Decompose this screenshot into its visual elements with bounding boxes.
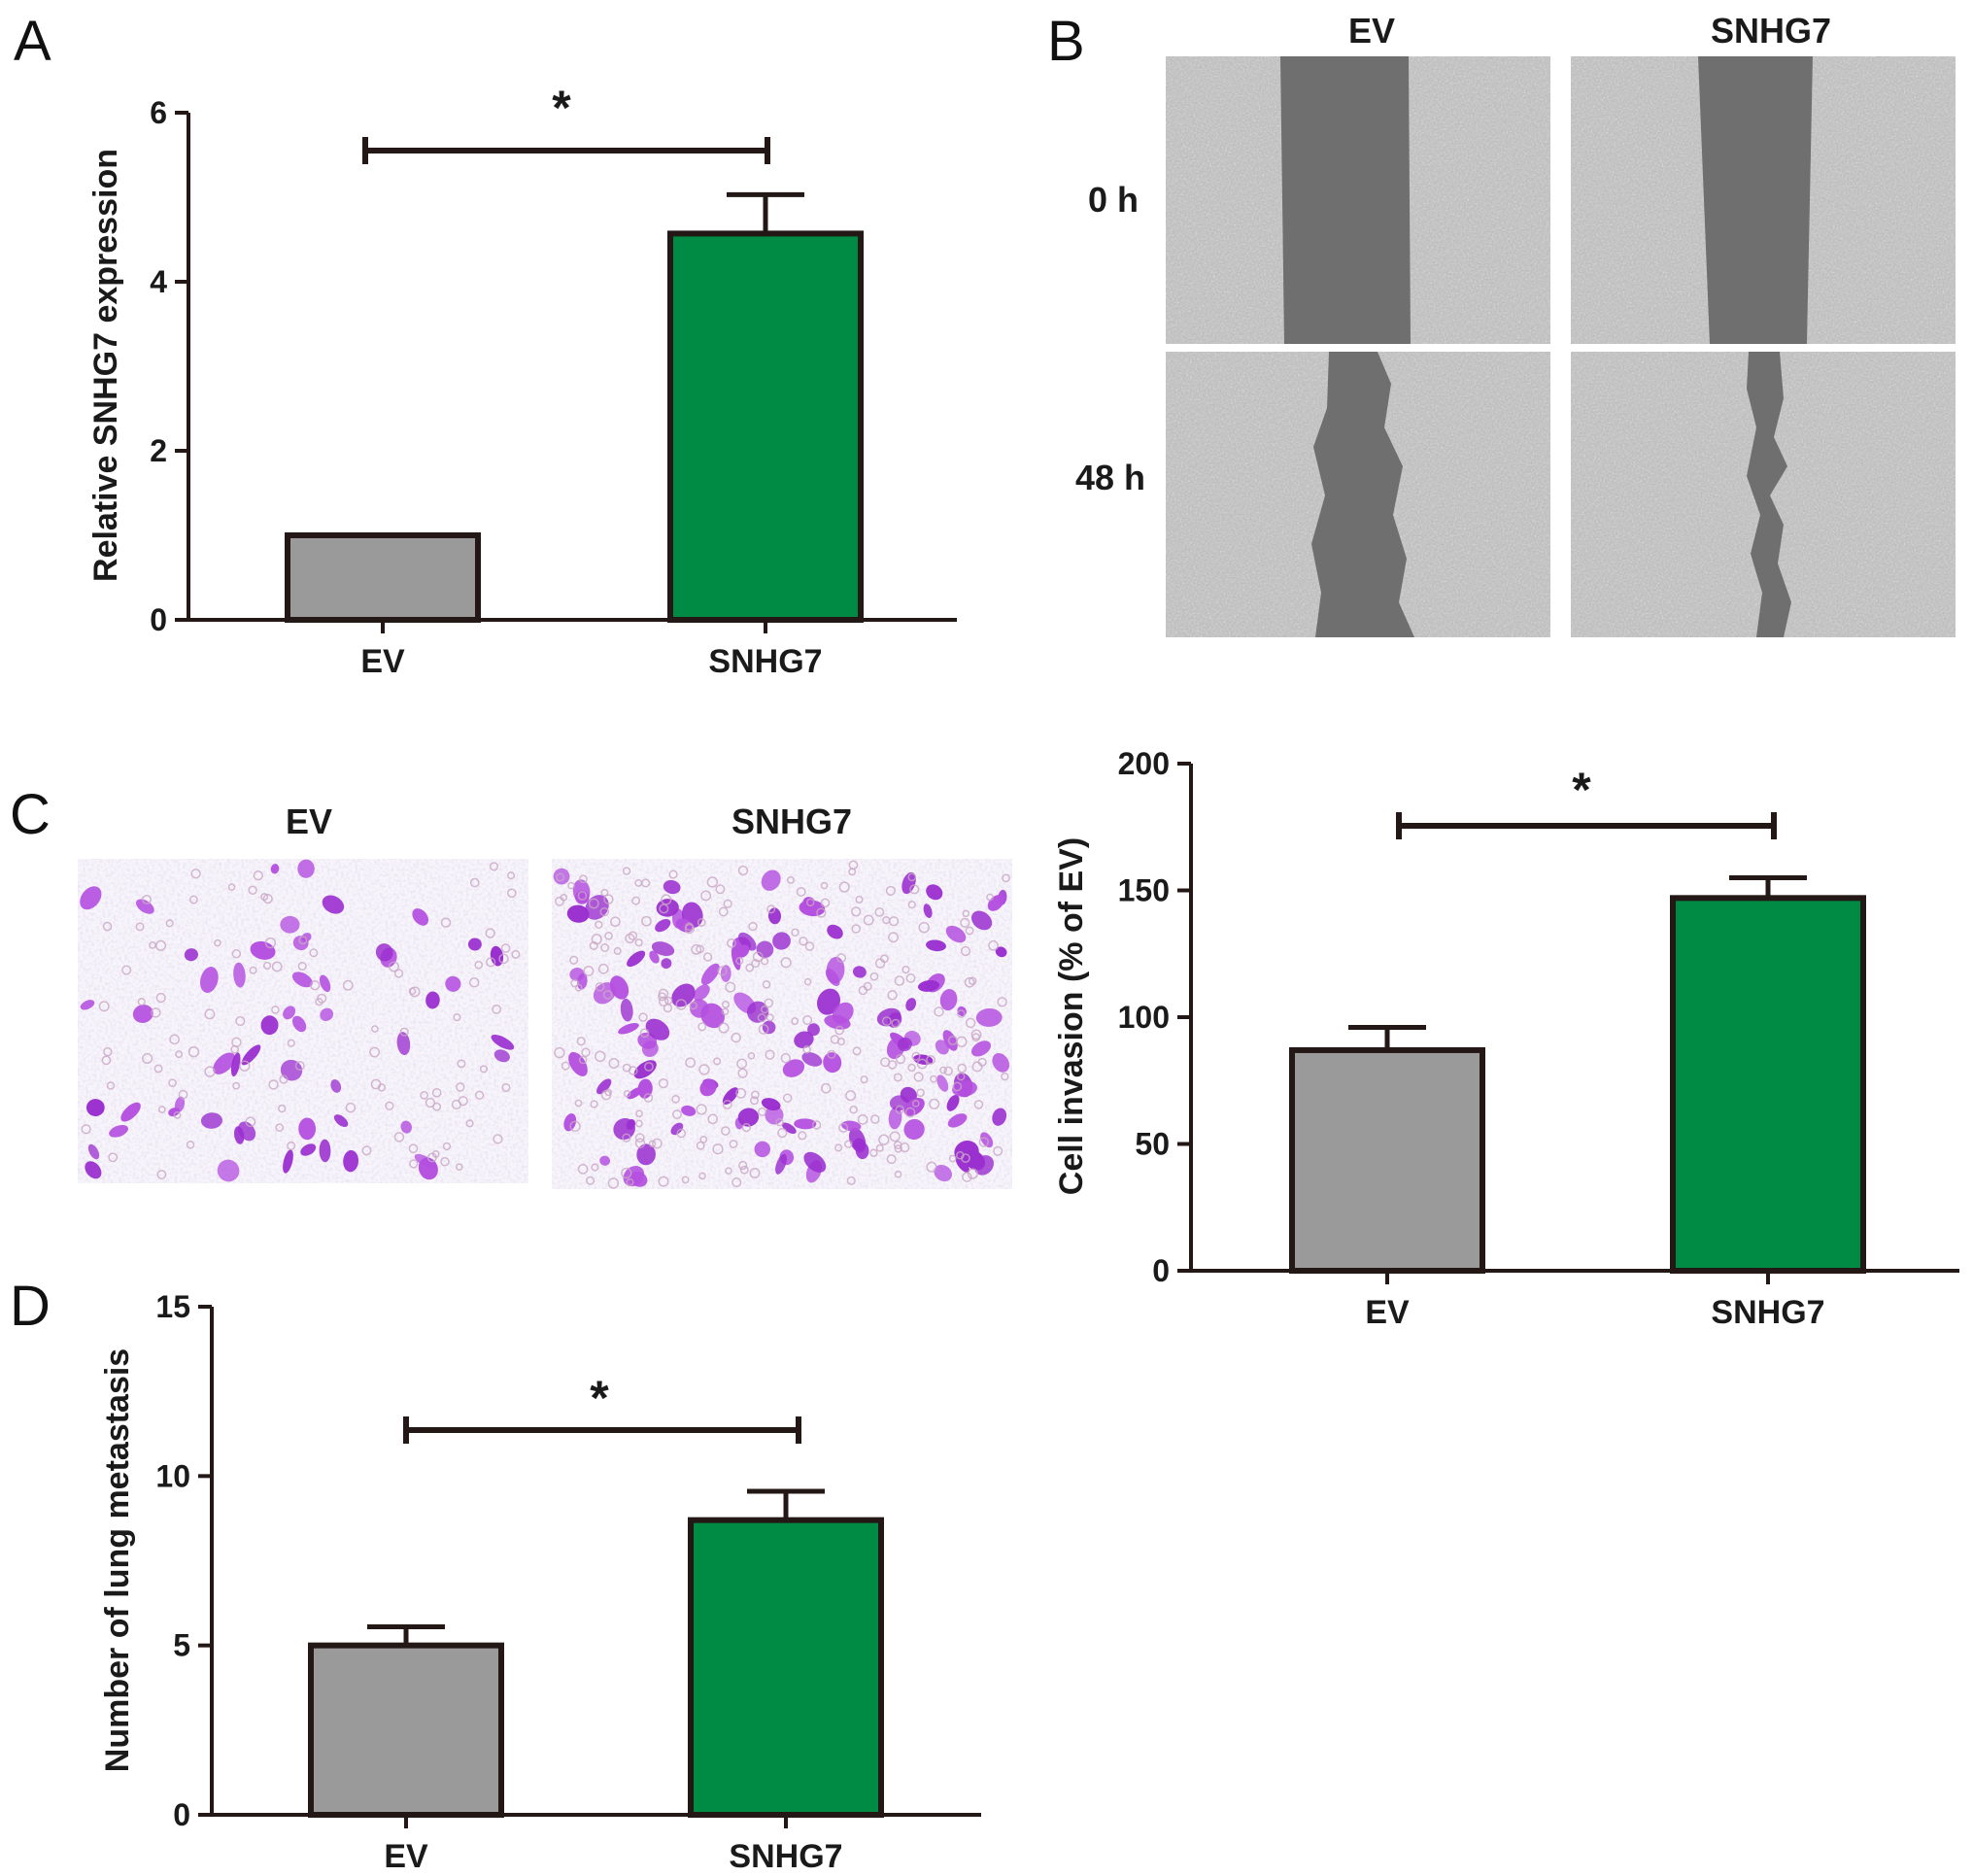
micrograph-snhg7-0h [1571, 56, 1956, 344]
chart-c-cell-invasion: 0 50 100 150 200 Cell invasion (% of EV) EV SNH… [1053, 746, 1959, 1331]
micrograph-snhg7-48h [1571, 352, 1956, 637]
x-tick-label: EV [360, 643, 405, 680]
micrograph-invasion-ev [78, 859, 528, 1183]
chart-a-relative-expression: 0 2 4 6 Relative SNHG7 expression EV SNHG7 [87, 95, 957, 680]
bar-ev [308, 1642, 504, 1818]
y-tick-label: 2 [150, 433, 167, 468]
bar-snhg7 [667, 230, 864, 623]
x-tick-label: SNHG7 [729, 1838, 842, 1875]
panel-letter-b: B [1047, 10, 1085, 73]
image-label-ev: EV [286, 802, 332, 841]
row-label-48h: 48 h [1075, 458, 1145, 497]
panel-letter-c: C [10, 783, 51, 846]
y-tick-label: 4 [150, 264, 167, 299]
bar-ev [1289, 1046, 1485, 1275]
panel-letter-a: A [14, 10, 51, 73]
x-tick-label: EV [1365, 1294, 1410, 1331]
significance-asterisk-c: * [1572, 763, 1591, 817]
x-tick-label: SNHG7 [708, 643, 822, 680]
micrograph-ev-0h [1166, 56, 1550, 344]
y-tick-label: 5 [173, 1628, 190, 1663]
x-tick-label: SNHG7 [1711, 1294, 1824, 1331]
bar-snhg7 [688, 1517, 884, 1819]
y-tick-label: 200 [1118, 746, 1170, 781]
row-label-0h: 0 h [1088, 180, 1139, 220]
y-tick-label: 0 [150, 602, 167, 637]
invasion-micrographs: EV SNHG7 [78, 802, 1012, 1189]
col-label-snhg7: SNHG7 [1711, 11, 1831, 51]
y-tick-label: 6 [150, 95, 167, 130]
x-tick-label: EV [384, 1838, 428, 1875]
y-axis-title: Cell invasion (% of EV) [1053, 837, 1090, 1195]
image-label-snhg7: SNHG7 [731, 802, 852, 841]
bar-ev [285, 532, 481, 623]
chart-d-lung-metastasis: 0 5 10 15 Number of lung metastasis EV SNHG7 [99, 1289, 981, 1875]
y-tick-label: 0 [173, 1797, 190, 1832]
y-tick-label: 50 [1135, 1127, 1170, 1162]
y-tick-label: 0 [1152, 1253, 1170, 1288]
panel-letter-d: D [10, 1275, 51, 1338]
col-label-ev: EV [1348, 11, 1395, 51]
y-axis-title: Number of lung metastasis [99, 1348, 136, 1772]
wound-healing-grid: EV SNHG7 0 h 48 h [1075, 11, 1956, 637]
bar-snhg7 [1670, 895, 1866, 1275]
y-tick-label: 150 [1118, 873, 1170, 908]
significance-asterisk-d: * [590, 1371, 609, 1425]
y-axis-title: Relative SNHG7 expression [87, 149, 124, 582]
micrograph-invasion-snhg7 [552, 859, 1012, 1189]
significance-asterisk-a: * [552, 81, 571, 135]
y-tick-label: 100 [1118, 1000, 1170, 1035]
micrograph-ev-48h [1166, 352, 1550, 637]
y-tick-label: 15 [155, 1289, 190, 1324]
y-tick-label: 10 [155, 1458, 190, 1493]
